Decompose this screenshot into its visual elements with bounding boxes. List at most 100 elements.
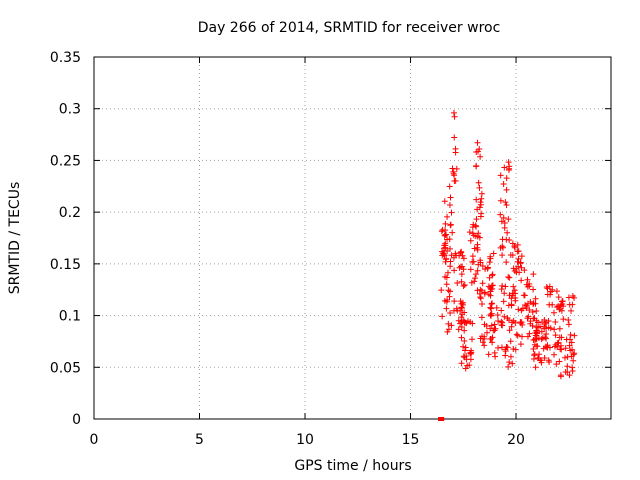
data-point [492,353,499,360]
data-point [502,199,509,206]
data-point [445,320,452,327]
data-point [506,274,513,281]
x-tick-label: 0 [90,432,99,448]
data-point [538,328,545,335]
data-point [467,237,474,244]
data-point [529,309,536,316]
data-point [439,313,446,320]
data-point [444,236,451,243]
data-point [556,358,563,365]
data-point [502,283,509,290]
data-point [475,179,482,186]
data-point [476,146,483,153]
data-point [447,194,454,201]
data-point [538,357,545,364]
data-point [568,307,575,314]
y-tick-label: 0.05 [50,360,81,376]
data-point [512,297,519,304]
data-point [499,322,506,329]
data-point [562,354,569,361]
data-point [481,342,488,349]
data-point [544,285,551,292]
data-point [517,341,524,348]
data-point [452,149,459,156]
data-point [549,286,556,293]
data-point [551,326,558,333]
data-point [487,311,494,318]
data-point [443,255,450,262]
data-point [514,258,521,265]
data-point [442,220,449,227]
axis-ticks [93,56,611,420]
data-point [521,267,528,274]
y-tick-label: 0.1 [59,309,81,325]
data-point [518,253,525,260]
x-tick-label: 5 [195,432,204,448]
data-point [526,307,533,314]
data-point [529,322,536,329]
data-point [564,353,571,360]
data-point [509,240,516,247]
data-point [532,329,539,336]
data-point [461,309,468,316]
data-point [489,285,496,292]
data-point [477,153,484,160]
data-point [469,253,476,260]
data-point [441,198,448,205]
data-point [446,183,453,190]
data-point [543,283,550,290]
data-point [526,330,533,337]
y-tick-label: 0.35 [50,50,81,66]
data-point [453,252,460,259]
data-point [453,165,460,172]
data-point [490,250,497,257]
data-point [532,332,539,339]
data-point [462,365,469,372]
x-tick-label: 20 [507,432,525,448]
data-point [457,320,464,327]
data-point [569,293,576,300]
data-point [503,186,510,193]
data-point [498,307,505,314]
data-point [552,343,559,350]
data-point [453,305,460,312]
data-point [567,331,574,338]
data-point [499,252,506,259]
data-point [530,301,537,308]
data-point [498,321,505,328]
data-point [477,295,484,302]
data-point [467,266,474,273]
data-point [463,356,470,363]
data-point [535,319,542,326]
data-point [538,336,545,343]
data-point [477,294,484,301]
data-point [444,213,451,220]
data-point [479,280,486,287]
data-point [476,184,483,191]
data-point [499,282,506,289]
data-point [489,300,496,307]
data-point [497,197,504,204]
data-point [445,269,451,276]
data-point [510,290,517,297]
data-point [526,283,533,290]
data-point [566,342,573,349]
data-point [451,113,458,120]
data-point [570,357,577,364]
data-point [458,324,465,331]
data-point [491,321,498,328]
plot-frame [93,56,612,420]
data-point [471,278,478,285]
data-point [498,286,505,293]
data-point [531,352,538,359]
data-point [553,288,560,295]
data-point [503,175,510,182]
data-point [530,286,537,293]
data-point [474,267,481,274]
data-point [571,332,578,339]
data-point [460,353,467,360]
data-point [477,201,484,208]
data-point [458,334,465,341]
data-point [473,223,480,230]
